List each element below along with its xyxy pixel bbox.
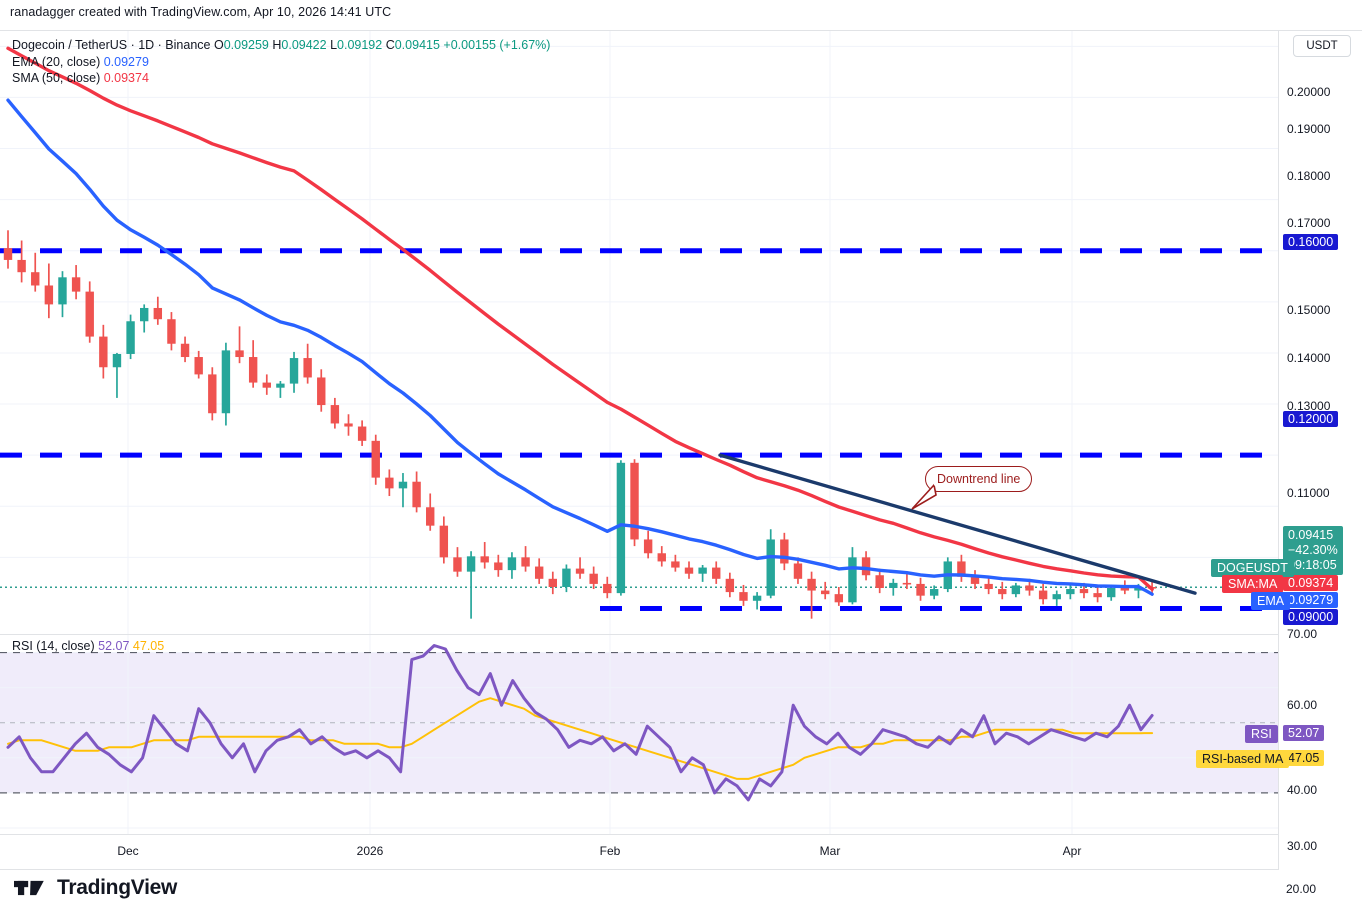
time-label-apr: Apr — [1062, 844, 1082, 858]
legend-close-label: C — [385, 38, 395, 52]
legend-quote-row: Dogecoin / TetherUS · 1D · Binance O0.09… — [12, 37, 550, 54]
currency-chip[interactable]: USDT — [1293, 35, 1351, 57]
downtrend-callout-label: Downtrend line — [937, 472, 1021, 486]
price-pane[interactable]: Dogecoin / TetherUS · 1D · Binance O0.09… — [0, 31, 1278, 634]
legend-close-value: 0.09415 — [394, 38, 440, 52]
price-label-0.12000: 0.12000 — [1283, 411, 1339, 427]
price-tick-0.11000: 0.11000 — [1287, 486, 1330, 500]
ema-tag: EMA — [1251, 592, 1291, 610]
legend-change: +0.00155 (+1.67%) — [443, 38, 551, 52]
legend-low-label: L — [330, 38, 338, 52]
rsi-value-label: 52.07 — [1283, 725, 1325, 741]
chart-frame: Dogecoin / TetherUS · 1D · Binance O0.09… — [0, 30, 1362, 896]
rsi-legend-title: RSI (14, close) — [12, 639, 95, 653]
callout-tail — [911, 483, 950, 510]
attribution-text: ranadagger created with TradingView.com,… — [10, 5, 392, 19]
sma-price-label: 0.09374 — [1283, 575, 1339, 591]
price-tick-0.15000: 0.15000 — [1287, 303, 1331, 317]
price-legend: Dogecoin / TetherUS · 1D · Binance O0.09… — [12, 37, 550, 87]
time-label-2026: 2026 — [356, 844, 384, 858]
price-tick-0.14000: 0.14000 — [1287, 351, 1331, 365]
rsi-ma-tag: RSI-based MA — [1196, 750, 1290, 768]
time-label-feb: Feb — [599, 844, 621, 858]
rsi-tick-20-visible: 20.00 — [1286, 882, 1317, 896]
rsi-tag: RSI — [1245, 725, 1278, 743]
rsi-pane[interactable]: RSI (14, close) 52.07 47.05 — [0, 634, 1278, 835]
legend-sma-label: SMA (50, close) — [12, 71, 101, 85]
tradingview-wordmark: TradingView — [57, 876, 178, 899]
price-label-0.09000: 0.09000 — [1283, 609, 1339, 625]
bar-countdown: 09:18:05 — [1288, 558, 1337, 572]
legend-sma-value: 0.09374 — [103, 71, 149, 85]
time-axis[interactable]: Dec 2026 Feb Mar Apr — [0, 834, 1278, 871]
price-tick-0.18000: 0.18000 — [1287, 169, 1331, 183]
legend-ema-label: EMA (20, close) — [12, 54, 101, 69]
price-label-0.16000: 0.16000 — [1283, 234, 1339, 250]
tradingview-footer[interactable]: TradingView — [14, 876, 177, 900]
legend-sma-row[interactable]: SMA (50, close) 0.09374 — [12, 70, 550, 87]
legend-open-value: 0.09259 — [223, 38, 269, 52]
rsi-tick-40: 40.00 — [1287, 783, 1318, 797]
legend-symbol[interactable]: Dogecoin / TetherUS · 1D · Binance — [12, 38, 211, 52]
legend-open-label: O — [213, 38, 224, 52]
price-tick-0.20000: 0.20000 — [1287, 85, 1331, 99]
ema-price-label: 0.09279 — [1283, 592, 1339, 608]
rsi-ma-value-label: 47.05 — [1283, 750, 1325, 766]
rsi-legend[interactable]: RSI (14, close) 52.07 47.05 — [12, 639, 164, 653]
price-tick-0.17000: 0.17000 — [1287, 216, 1331, 230]
legend-low-value: 0.09192 — [337, 38, 383, 52]
downtrend-line-callout[interactable]: Downtrend line — [911, 466, 1033, 510]
legend-high-value: 0.09422 — [281, 38, 327, 52]
rsi-legend-value: 52.07 — [98, 639, 130, 653]
tradingview-logo-icon — [14, 880, 44, 896]
legend-ema-value: 0.09279 — [103, 54, 149, 69]
price-plot — [0, 31, 1278, 634]
last-price-value: 0.09415 — [1288, 528, 1334, 542]
time-label-dec: Dec — [117, 844, 139, 858]
rsi-legend-ma-value: 47.05 — [132, 639, 165, 653]
time-label-mar: Mar — [819, 844, 841, 858]
rsi-tick-70: 70.00 — [1287, 627, 1318, 641]
rsi-tick-30: 30.00 — [1287, 839, 1318, 853]
price-axis[interactable]: USDT 0.20000 0.19000 0.18000 0.17000 0.1… — [1278, 31, 1362, 870]
legend-high-label: H — [272, 38, 282, 52]
symbol-tag: DOGEUSDT — [1211, 559, 1294, 577]
rsi-plot — [0, 635, 1278, 835]
sma-tag: SMA:MA — [1222, 575, 1284, 593]
last-price-change: −42.30% — [1288, 543, 1338, 557]
price-tick-0.19000: 0.19000 — [1287, 122, 1331, 136]
price-tick-0.13000: 0.13000 — [1287, 399, 1331, 413]
rsi-tick-60: 60.00 — [1287, 698, 1318, 712]
legend-ema-row[interactable]: EMA (20, close) 0.09279 — [12, 54, 550, 71]
